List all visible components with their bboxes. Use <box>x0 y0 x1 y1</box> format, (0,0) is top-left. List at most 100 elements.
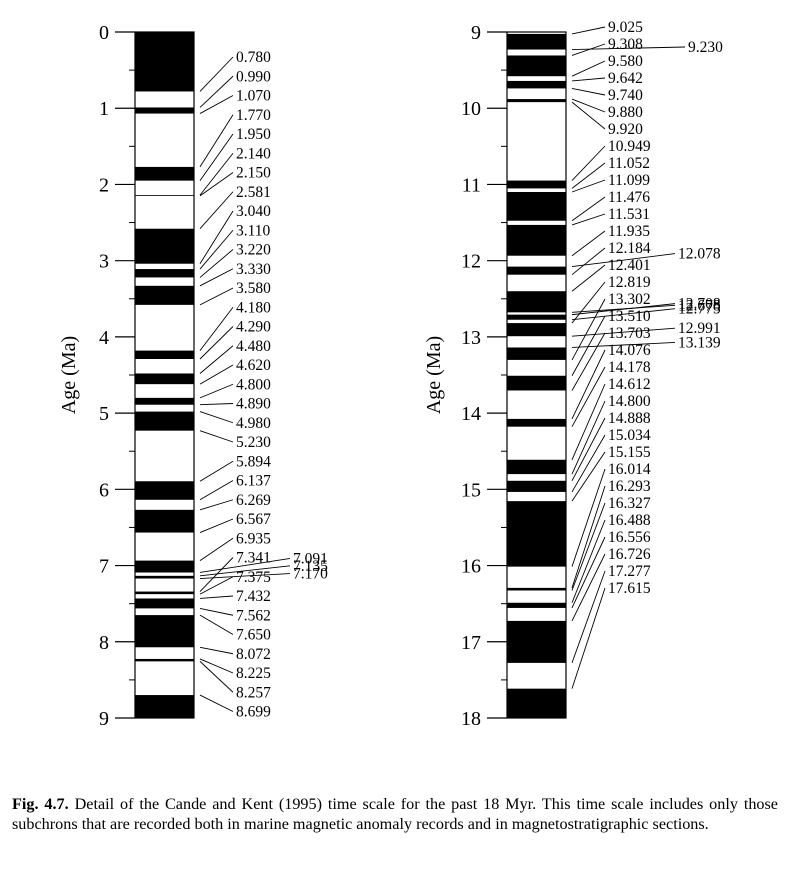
caption-text: Detail of the Cande and Kent (1995) time… <box>12 795 778 833</box>
reversal-age-label: 3.040 <box>236 203 271 220</box>
reversal-age-label: 8.072 <box>236 646 271 663</box>
reversal-age-label: 16.327 <box>608 495 651 512</box>
reversal-leader-line <box>572 27 605 34</box>
reversal-age-label: 7.341 <box>236 550 271 567</box>
reversal-age-label: 7.375 <box>236 569 271 586</box>
polarity-normal-band <box>507 181 566 189</box>
reversal-age-label: 7.432 <box>236 588 271 605</box>
reversal-leader-line <box>200 96 233 114</box>
reversal-age-label: 11.531 <box>608 206 650 223</box>
reversal-leader-line <box>200 519 233 533</box>
reversal-age-label: 11.099 <box>608 172 650 189</box>
y-tick-label: 16 <box>461 556 481 578</box>
reversal-age-label: 4.480 <box>236 338 271 355</box>
reversal-leader-line <box>572 102 605 129</box>
polarity-normal-band <box>507 419 566 427</box>
reversal-age-label: 12.184 <box>608 240 651 257</box>
polarity-normal-band <box>507 323 566 336</box>
reversal-age-label: 11.052 <box>608 155 650 172</box>
polarity-normal-band <box>135 107 194 113</box>
reversal-age-label: 2.140 <box>236 145 271 162</box>
reversal-leader-line <box>200 461 233 481</box>
reversal-age-label: 0.990 <box>236 68 271 85</box>
reversal-age-label: 13.302 <box>608 291 651 308</box>
reversal-leader-line <box>200 538 233 560</box>
reversal-leader-line <box>200 500 233 510</box>
y-tick-label: 10 <box>461 98 481 120</box>
reversal-leader-line <box>200 384 233 398</box>
reversal-leader-line <box>200 577 233 594</box>
reversal-age-label: 15.034 <box>608 427 651 444</box>
y-tick-label: 12 <box>461 251 481 273</box>
reversal-leader-line <box>572 333 605 390</box>
reversal-age-label: 4.800 <box>236 376 271 393</box>
y-tick-label: 7 <box>99 556 109 578</box>
reversal-age-label: 9.642 <box>608 70 643 87</box>
y-tick-label: 3 <box>99 251 109 273</box>
figure-caption: Fig. 4.7. Detail of the Cande and Kent (… <box>12 794 778 834</box>
polarity-normal-band <box>135 286 194 305</box>
polarity-normal-band <box>507 55 566 76</box>
reversal-age-label: 4.890 <box>236 396 271 413</box>
reversal-age-label: 1.070 <box>236 88 271 105</box>
reversal-age-label: 5.894 <box>236 453 271 470</box>
polarity-normal-band <box>135 615 194 647</box>
reversal-age-label: 13.703 <box>608 325 651 342</box>
polarity-normal-band <box>135 561 194 573</box>
y-tick-label: 9 <box>99 708 109 730</box>
reversal-leader-line <box>200 365 233 384</box>
reversal-leader-line <box>572 197 605 221</box>
reversal-leader-line <box>572 61 605 76</box>
reversal-leader-line <box>200 647 233 653</box>
reversal-age-label: 1.950 <box>236 126 271 143</box>
polarity-normal-band <box>135 269 194 277</box>
polarity-normal-band <box>135 695 194 718</box>
reversal-age-label: 4.180 <box>236 299 271 316</box>
polarity-normal-band <box>135 592 194 595</box>
reversal-leader-line <box>572 554 605 621</box>
reversal-age-label: 8.225 <box>236 665 271 682</box>
reversal-age-label: 4.290 <box>236 319 271 336</box>
y-tick-label: 5 <box>99 403 109 425</box>
polarity-normal-band <box>507 501 566 566</box>
reversal-leader-line <box>572 299 605 360</box>
reversal-age-label: 6.935 <box>236 530 271 547</box>
reversal-age-label: 16.488 <box>608 512 651 529</box>
polarity-normal-band <box>507 588 566 591</box>
polarity-normal-band <box>507 460 566 474</box>
y-tick-label: 17 <box>461 632 481 654</box>
reversal-age-label: 10.949 <box>608 138 651 155</box>
reversal-leader-line <box>200 269 233 286</box>
y-tick-label: 8 <box>99 632 109 654</box>
reversal-age-label: 14.076 <box>608 342 651 359</box>
y-tick-label: 6 <box>99 479 109 501</box>
reversal-leader-line <box>200 608 233 615</box>
polarity-normal-band <box>507 81 566 88</box>
polarity-normal-band <box>507 192 566 221</box>
polarity-normal-band <box>507 621 566 663</box>
polarity-normal-band <box>507 267 566 275</box>
polarity-normal-band <box>135 510 194 533</box>
reversal-age-label: 2.581 <box>236 184 271 201</box>
reversal-age-label: 15.155 <box>608 444 651 461</box>
reversal-leader-line <box>200 327 233 359</box>
y-tick-label: 15 <box>461 479 481 501</box>
reversal-age-label: 9.230 <box>688 39 723 56</box>
polarity-normal-band <box>507 689 566 718</box>
reversal-age-label: 14.888 <box>608 410 651 427</box>
reversal-leader-line <box>200 307 233 350</box>
reversal-age-label: 12.401 <box>608 257 651 274</box>
reversal-leader-line <box>572 88 605 95</box>
polarity-normal-band <box>507 225 566 256</box>
polarity-normal-band <box>507 34 566 50</box>
reversal-age-label: 8.699 <box>236 704 271 721</box>
reversal-age-label: 3.110 <box>236 222 271 239</box>
reversal-leader-line <box>200 173 233 196</box>
reversal-leader-line <box>200 558 233 592</box>
reversal-leader-line <box>572 571 605 663</box>
y-axis-label: Age (Ma) <box>58 336 80 414</box>
y-tick-label: 18 <box>461 708 481 730</box>
reversal-leader-line <box>200 57 233 91</box>
reversal-age-label: 12.775 <box>678 301 721 318</box>
reversal-age-label: 3.580 <box>236 280 271 297</box>
